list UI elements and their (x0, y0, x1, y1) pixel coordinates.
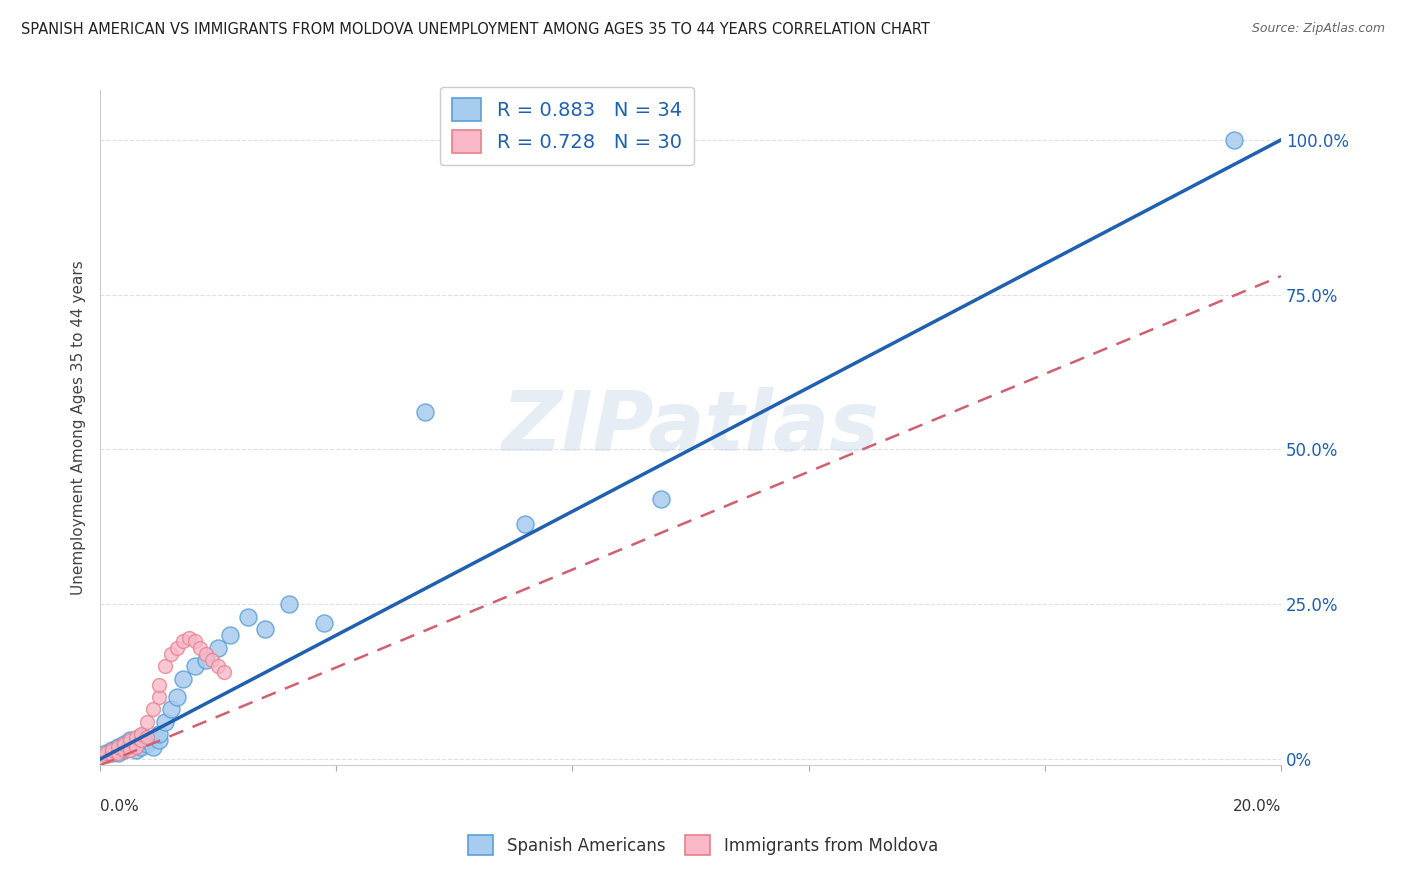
Point (166, 640, 188, 655)
Point (124, 737, 146, 751)
Point (160, 647, 183, 661)
Point (650, 491, 672, 506)
Text: SPANISH AMERICAN VS IMMIGRANTS FROM MOLDOVA UNEMPLOYMENT AMONG AGES 35 TO 44 YEA: SPANISH AMERICAN VS IMMIGRANTS FROM MOLD… (21, 22, 929, 37)
Point (142, 739, 165, 754)
Point (195, 647, 218, 661)
Point (107, 746, 129, 760)
Text: Source: ZipAtlas.com: Source: ZipAtlas.com (1251, 22, 1385, 36)
Point (94, 746, 117, 760)
Point (124, 739, 146, 754)
Point (254, 622, 277, 636)
Point (118, 733, 141, 747)
Legend: Spanish Americans, Immigrants from Moldova: Spanish Americans, Immigrants from Moldo… (461, 829, 945, 862)
Point (136, 737, 159, 751)
Point (136, 714, 159, 729)
Point (153, 659, 176, 673)
Point (112, 737, 135, 751)
Point (148, 690, 170, 705)
Point (131, 731, 153, 745)
Legend: R = 0.883   N = 34, R = 0.728   N = 30: R = 0.883 N = 34, R = 0.728 N = 30 (440, 87, 693, 164)
Point (148, 727, 170, 741)
Text: ZIPatlas: ZIPatlas (502, 387, 880, 468)
Point (148, 678, 170, 692)
Text: 20.0%: 20.0% (1233, 799, 1281, 814)
Point (131, 727, 153, 741)
Point (195, 653, 218, 667)
Point (142, 702, 165, 716)
Point (515, 516, 537, 531)
Point (107, 746, 129, 760)
Point (413, 405, 436, 419)
Point (207, 640, 229, 655)
Point (112, 743, 135, 757)
Point (153, 714, 176, 729)
Point (201, 653, 224, 667)
Point (118, 743, 141, 757)
Point (131, 739, 153, 754)
Point (94, 746, 117, 760)
Point (101, 743, 124, 757)
Point (177, 632, 200, 646)
Point (107, 739, 129, 754)
Point (212, 665, 235, 680)
Point (190, 640, 212, 655)
Point (172, 672, 194, 686)
Point (101, 746, 124, 760)
Point (278, 597, 301, 611)
Point (101, 743, 124, 757)
Point (148, 733, 170, 747)
Point (118, 739, 141, 754)
Point (136, 731, 159, 745)
Point (118, 733, 141, 747)
Point (101, 747, 124, 761)
Point (112, 737, 135, 751)
Point (136, 733, 159, 747)
Point (219, 628, 242, 642)
Point (124, 743, 146, 757)
Point (172, 634, 194, 648)
Point (124, 731, 146, 745)
Point (236, 609, 259, 624)
Point (94, 748, 117, 763)
Point (207, 659, 229, 673)
Point (314, 615, 336, 630)
Point (183, 634, 205, 648)
Point (1222, 133, 1244, 147)
Point (183, 659, 205, 673)
Point (131, 733, 153, 747)
Text: 0.0%: 0.0% (100, 799, 139, 814)
Point (107, 739, 129, 754)
Point (112, 743, 135, 757)
Y-axis label: Unemployment Among Ages 35 to 44 years: Unemployment Among Ages 35 to 44 years (72, 260, 86, 595)
Point (166, 690, 188, 705)
Point (160, 702, 183, 716)
